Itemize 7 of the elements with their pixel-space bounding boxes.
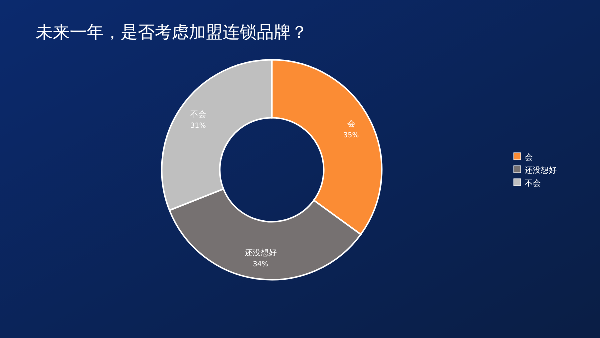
legend-label: 还没想好 xyxy=(525,166,557,175)
chart-title: 未来一年，是否考虑加盟连锁品牌？ xyxy=(36,23,308,43)
legend-label: 会 xyxy=(525,153,533,162)
slice-label: 不会 xyxy=(190,110,206,119)
legend-label: 不会 xyxy=(525,179,541,188)
slice-label: 会 xyxy=(347,120,356,129)
slice-label: 还没想好 xyxy=(244,248,277,258)
